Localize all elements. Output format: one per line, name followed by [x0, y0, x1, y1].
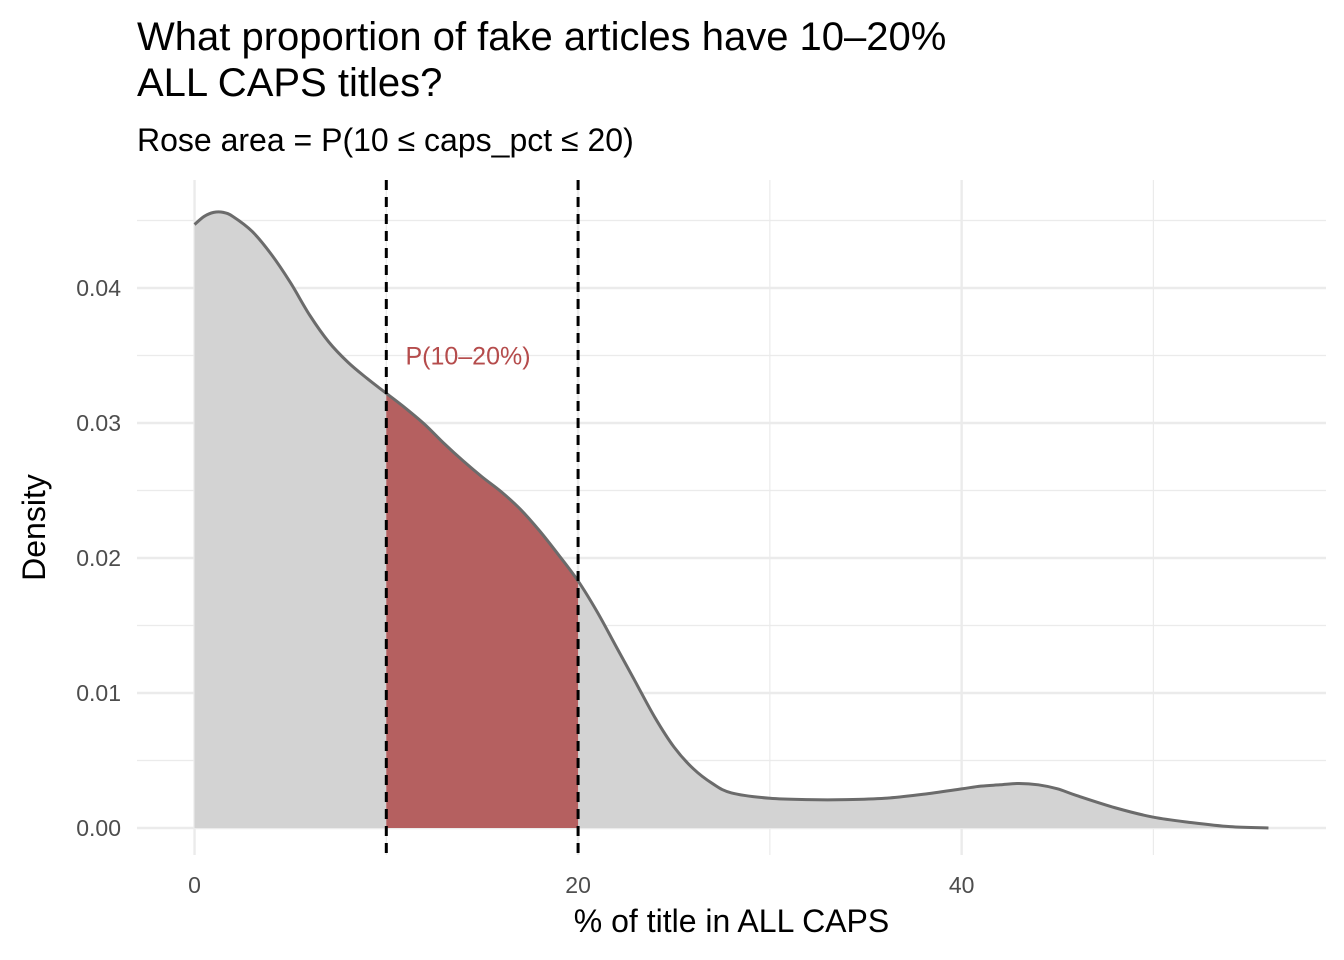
- chart-title: What proportion of fake articles have 10…: [137, 15, 947, 105]
- density-area: [194, 211, 1269, 829]
- y-axis-title: Density: [16, 474, 52, 581]
- density-curve-group: [193, 210, 1269, 830]
- y-tick-label: 0.00: [76, 815, 121, 841]
- density-areas: [194, 211, 1269, 829]
- chart-subtitle: Rose area = P(10 ≤ caps_pct ≤ 20): [137, 122, 634, 158]
- y-tick-label: 0.04: [76, 275, 121, 301]
- x-tick-label: 0: [188, 872, 201, 898]
- annotation-label: P(10–20%): [405, 343, 530, 371]
- tick-labels: 0 20 40 0.00 0.01 0.02 0.03 0.04: [76, 275, 974, 898]
- threshold-lines: [384, 180, 580, 858]
- y-tick-label: 0.03: [76, 410, 121, 436]
- highlight-area: [386, 393, 579, 828]
- x-tick-label: 20: [565, 872, 591, 898]
- y-tick-label: 0.02: [76, 545, 121, 571]
- x-axis-title: % of title in ALL CAPS: [574, 903, 889, 939]
- y-tick-label: 0.01: [76, 680, 121, 706]
- density-curve: [193, 210, 1269, 830]
- x-tick-label: 40: [949, 872, 975, 898]
